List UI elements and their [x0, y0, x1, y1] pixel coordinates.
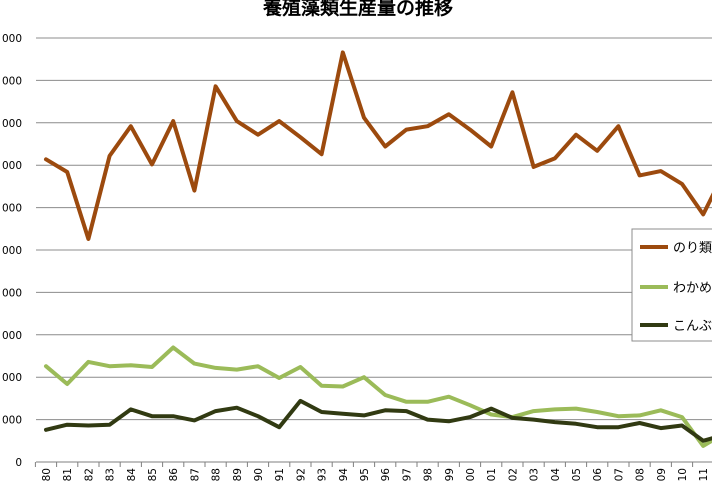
x-tick-label: 83 [105, 468, 117, 481]
legend-label-1: のり類 [673, 241, 712, 256]
x-tick-label: 94 [338, 468, 350, 482]
x-tick-label: 88 [211, 468, 223, 481]
y-tick-label: 000 [2, 372, 22, 384]
x-tick-label: 97 [401, 468, 413, 481]
legend: のり類わかめ類こんぶ類 [631, 228, 712, 342]
x-tick-label: 84 [126, 468, 138, 482]
x-tick-label: 85 [147, 468, 159, 481]
x-tick-label: 10 [677, 468, 689, 481]
x-tick-label: 86 [168, 468, 180, 482]
x-tick-label: 89 [232, 468, 244, 481]
series-lines [44, 50, 712, 448]
x-tick-label: 82 [83, 468, 95, 481]
x-tick-label: 91 [274, 468, 286, 481]
x-tick-label: 07 [613, 468, 625, 481]
y-tick-label: 000 [2, 287, 22, 299]
y-tick-label: 000 [2, 245, 22, 257]
y-tick-label: 0 [15, 457, 22, 469]
y-tick-label: 000 [2, 75, 22, 87]
x-tick-label: 03 [529, 468, 541, 481]
x-tick-label: 06 [592, 468, 604, 482]
x-tick-label: 99 [444, 468, 456, 481]
x-tick-label: 08 [635, 468, 647, 481]
y-tick-label: 000 [2, 415, 22, 427]
series-line-1 [44, 50, 712, 241]
y-tick-label: 000 [2, 118, 22, 130]
x-tick-label: 11 [698, 468, 710, 481]
x-tick-label: 01 [486, 468, 498, 481]
x-tick-label: 87 [189, 468, 201, 481]
y-tick-label: 000 [2, 330, 22, 342]
x-tick-label: 00 [465, 468, 477, 481]
series-line-3 [44, 398, 712, 443]
x-tick-label: 02 [507, 468, 519, 481]
x-tick-label: 04 [550, 468, 562, 482]
legend-label-2: わかめ類 [673, 281, 712, 296]
x-tick-label: 05 [571, 468, 583, 481]
chart-title: 養殖藻類生産量の推移 [262, 0, 453, 19]
y-tick-label: 000 [2, 33, 22, 45]
x-tick-label: 95 [359, 468, 371, 481]
gridlines [36, 37, 712, 463]
x-tick-label: 92 [295, 468, 307, 481]
x-tick-label: 09 [656, 468, 668, 481]
x-tick-label: 98 [423, 468, 435, 481]
legend-label-3: こんぶ類 [673, 319, 712, 334]
x-tick-label: 96 [380, 468, 392, 482]
y-tick-label: 000 [2, 203, 22, 215]
x-tick-label: 81 [62, 468, 74, 481]
x-tick-label: 93 [317, 468, 329, 481]
x-axis: 80 81 82 83 84 85 86 87 88 89 90 91 92 93 94 95 96 97 98 99… [34, 462, 710, 482]
series-line-2 [44, 345, 712, 448]
y-tick-label: 000 [2, 160, 22, 172]
x-tick-label: 90 [253, 468, 265, 481]
x-tick-label: 80 [41, 468, 53, 481]
